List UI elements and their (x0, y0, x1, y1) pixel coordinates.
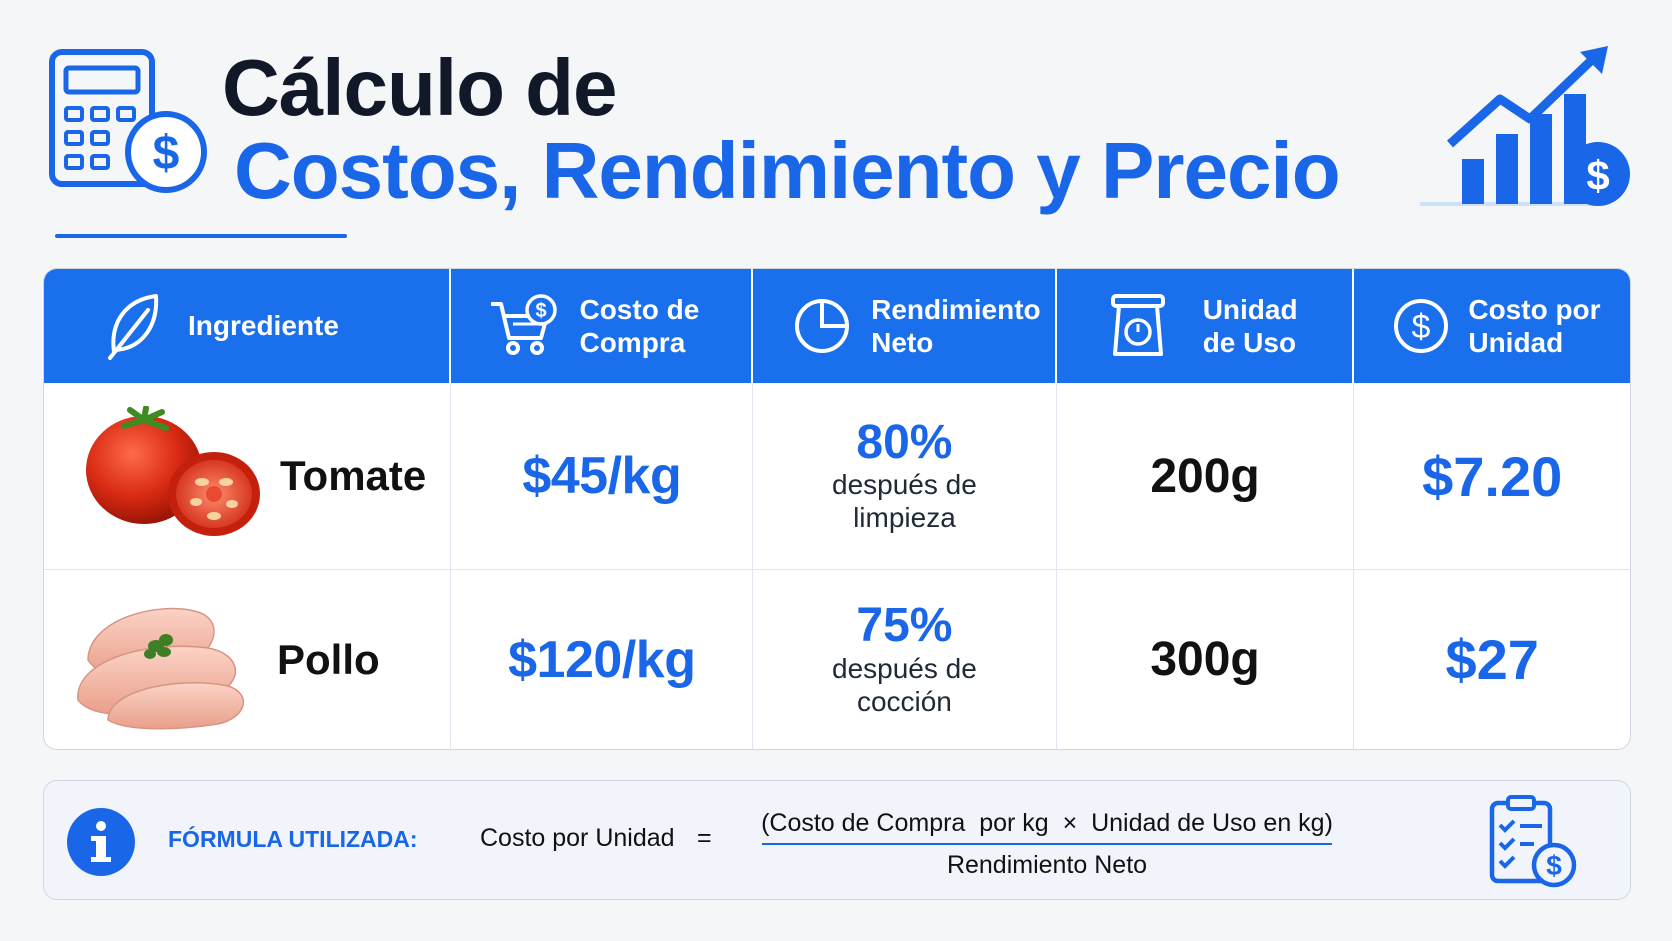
yield-note: después de limpieza (832, 469, 977, 534)
ingredient-name: Tomate (280, 452, 427, 499)
purchase-cost-value: $120/kg (508, 630, 696, 689)
formula-equals: = (697, 824, 712, 852)
column-header-unit: Unidad de Uso (1057, 269, 1355, 383)
unit-value: 300g (1150, 633, 1260, 686)
yield-percent: 80% (856, 415, 953, 469)
column-header-ingredient: Ingrediente (44, 269, 452, 383)
chicken-breast-image (77, 607, 245, 730)
net-yield-cell: 75% después de cocción (753, 570, 1057, 749)
svg-text:$: $ (153, 127, 180, 180)
unit-cost-value: $7.20 (1422, 444, 1563, 508)
column-header-net-yield: Rendimiento Neto (753, 269, 1057, 383)
purchase-cost-value: $45/kg (522, 447, 682, 505)
purchase-cost-cell: $45/kg (451, 383, 754, 569)
info-icon (67, 808, 135, 876)
column-header-unit-cost: $ Costo por Unidad (1354, 269, 1630, 383)
column-label: Costo de Compra (579, 293, 700, 358)
ingredient-cell: Tomate (44, 383, 452, 569)
clipboard-checklist-dollar-icon: $ (1489, 795, 1577, 888)
unit-cost-cell: $27 (1354, 570, 1630, 749)
cart-dollar-icon: $ (491, 294, 558, 355)
yield-note: después de cocción (832, 652, 977, 717)
pie-chart-icon (795, 299, 850, 353)
purchase-cost-cell: $120/kg (451, 570, 754, 749)
unit-cost-value: $27 (1445, 628, 1539, 691)
table-row: Pollo $120/kg 75% después de cocción 300… (44, 569, 1630, 749)
title-underline (55, 234, 347, 238)
column-header-purchase-cost: $ Costo de Compra (451, 269, 754, 383)
unit-value: 200g (1150, 449, 1260, 503)
column-label: Rendimiento Neto (871, 293, 1041, 358)
growth-chart-dollar-icon: $ (1420, 46, 1630, 206)
column-label: Ingrediente (188, 310, 339, 342)
ingredient-cell: Pollo (44, 570, 452, 749)
formula-lhs: Costo por Unidad (480, 824, 675, 852)
net-yield-cell: 80% después de limpieza (753, 383, 1057, 569)
table-row: Tomate $45/kg 80% después de limpieza 20… (44, 383, 1630, 569)
formula-numerator: (Costo de Compra por kg × Unidad de Uso … (761, 809, 1333, 837)
yield-percent: 75% (856, 599, 953, 653)
unit-cell: 200g (1057, 383, 1355, 569)
page-title-line2: Costos, Rendimiento y Precio (234, 126, 1341, 215)
fraction-bar (762, 843, 1332, 845)
svg-text:$: $ (536, 300, 547, 322)
page-title-line1: Cálculo de (222, 43, 618, 132)
formula-denominator: Rendimiento Neto (946, 851, 1148, 879)
tomato-image (86, 406, 260, 536)
scale-icon (1110, 294, 1165, 356)
leaf-icon (108, 294, 159, 360)
unit-cell: 300g (1057, 570, 1355, 749)
svg-text:$: $ (1586, 152, 1609, 199)
column-label: Costo por Unidad (1468, 293, 1601, 358)
svg-text:$: $ (1412, 308, 1431, 346)
unit-cost-cell: $7.20 (1354, 383, 1630, 569)
ingredient-name: Pollo (277, 635, 380, 683)
cost-table: Ingrediente $ Costo de Compra Rendimient… (43, 268, 1631, 750)
formula-box: FÓRMULA UTILIZADA: Costo por Unidad = (C… (43, 780, 1631, 900)
formula-label: FÓRMULA UTILIZADA: (168, 826, 418, 852)
header: $ Cálculo de Costos, Rendimiento y Preci… (0, 0, 1672, 250)
column-label: Unidad de Uso (1202, 293, 1298, 358)
dollar-circle-icon: $ (1394, 299, 1449, 353)
calculator-dollar-icon: $ (49, 49, 207, 193)
table-header: Ingrediente $ Costo de Compra Rendimient… (44, 269, 1630, 383)
svg-text:$: $ (1546, 850, 1562, 881)
